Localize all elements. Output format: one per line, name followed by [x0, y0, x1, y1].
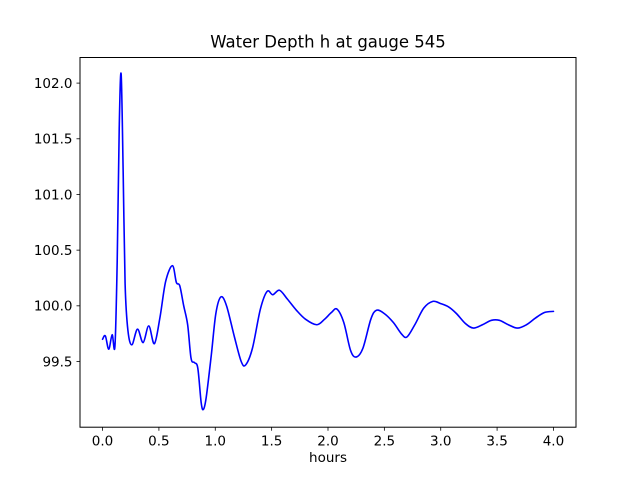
x-tick-label: 0.5: [148, 434, 169, 450]
x-tick-label: 2.0: [317, 434, 338, 450]
chart-title: Water Depth h at gauge 545: [210, 33, 445, 52]
y-tick-label: 102.0: [34, 76, 73, 92]
x-tick-label: 1.5: [261, 434, 282, 450]
axes-frame: [79, 57, 577, 428]
x-axis-label: hours: [309, 450, 347, 466]
water-depth-line: [101, 72, 555, 411]
y-tick-label: 100.0: [34, 299, 73, 315]
y-tick-label: 101.0: [34, 187, 73, 203]
y-tick-label: 100.5: [34, 243, 73, 259]
y-tick-label: 99.5: [42, 354, 72, 370]
axis-ticks: [76, 82, 554, 431]
x-tick-label: 1.0: [205, 434, 226, 450]
x-tick-label: 3.0: [430, 434, 451, 450]
x-tick-label: 4.0: [543, 434, 564, 450]
axis-tick-labels: 0.0 0.5 1.0 1.5 2.0 2.5 3.0 3.5 4.0 99.5 100.0 100.…: [34, 76, 564, 450]
y-tick-label: 101.5: [34, 132, 73, 148]
x-tick-label: 0.0: [92, 434, 113, 450]
x-tick-label: 2.5: [374, 434, 395, 450]
x-tick-label: 3.5: [486, 434, 507, 450]
